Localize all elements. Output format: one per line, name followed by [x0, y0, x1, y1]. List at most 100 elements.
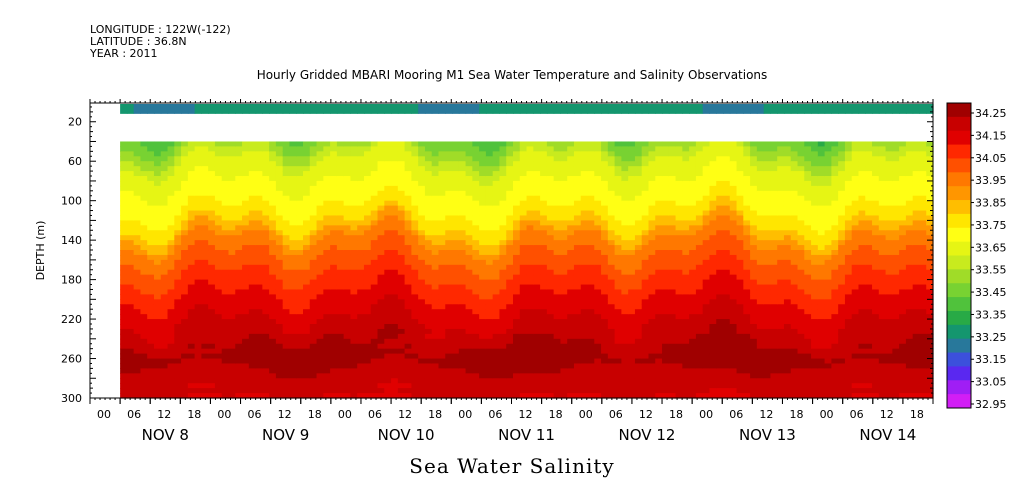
heatmap-cell [445, 284, 453, 291]
heatmap-cell [323, 225, 331, 231]
heatmap-cell [479, 279, 487, 286]
heatmap-cell [594, 151, 602, 157]
heatmap-cell [560, 264, 568, 271]
heatmap-cell [736, 235, 744, 241]
heatmap-cell [513, 299, 521, 305]
heatmap-cell [235, 299, 243, 305]
heatmap-cell [526, 190, 534, 197]
heatmap-cell [689, 348, 697, 355]
heatmap-cell [438, 215, 446, 221]
heatmap-cell [255, 343, 263, 350]
heatmap-cell [641, 220, 650, 226]
heatmap-cell [275, 383, 284, 389]
heatmap-cell [147, 171, 155, 177]
heatmap-cell [499, 269, 507, 276]
heatmap-cell [384, 368, 392, 374]
heatmap-cell [655, 141, 663, 148]
heatmap-cell [682, 156, 690, 162]
heatmap-cell [655, 161, 663, 167]
heatmap-cell [472, 161, 480, 167]
heatmap-cell [709, 151, 717, 157]
surface-cell [235, 103, 243, 114]
heatmap-cell [397, 269, 406, 276]
heatmap-cell [316, 171, 324, 177]
heatmap-cell [377, 333, 385, 340]
heatmap-cell [546, 324, 555, 330]
heatmap-cell [370, 205, 379, 212]
heatmap-cell [391, 368, 399, 374]
heatmap-cell [695, 333, 704, 340]
heatmap-cell [702, 146, 711, 152]
heatmap-cell [452, 388, 460, 394]
heatmap-cell [655, 284, 663, 291]
heatmap-cell [499, 393, 507, 399]
heatmap-cell [370, 156, 379, 162]
heatmap-cell [214, 294, 223, 300]
heatmap-cell [628, 259, 636, 266]
heatmap-cell [120, 200, 128, 207]
surface-cell [607, 103, 616, 114]
heatmap-cell [513, 383, 521, 389]
heatmap-cell [289, 171, 297, 177]
heatmap-cell [316, 333, 324, 340]
heatmap-cell [201, 378, 209, 384]
heatmap-cell [167, 279, 175, 286]
surface-cell [357, 103, 365, 114]
heatmap-cell [458, 146, 467, 152]
heatmap-cell [126, 333, 135, 340]
heatmap-cell [120, 151, 128, 157]
heatmap-cell [655, 220, 663, 226]
heatmap-cell [438, 324, 446, 330]
heatmap-cell [350, 328, 358, 335]
heatmap-cell [533, 299, 541, 305]
heatmap-cell [120, 314, 128, 320]
heatmap-cell [289, 195, 297, 202]
heatmap-cell [167, 338, 175, 345]
heatmap-cell [567, 195, 575, 202]
heatmap-cell [424, 166, 433, 172]
heatmap-cell [242, 393, 250, 399]
heatmap-cell [194, 319, 202, 325]
surface-cell [282, 103, 291, 114]
heatmap-cell [357, 304, 365, 310]
heatmap-cell [662, 166, 670, 172]
heatmap-cell [438, 210, 446, 217]
heatmap-cell [607, 235, 616, 241]
heatmap-cell [519, 195, 528, 202]
heatmap-cell [729, 200, 738, 207]
surface-cell [289, 103, 297, 114]
heatmap-cell [289, 259, 297, 266]
heatmap-cell [391, 319, 399, 325]
surface-cell [275, 103, 284, 114]
heatmap-cell [147, 141, 155, 148]
heatmap-cell [695, 200, 704, 207]
heatmap-cell [370, 220, 379, 226]
heatmap-cell [431, 259, 440, 266]
heatmap-cell [621, 284, 629, 291]
heatmap-cell [404, 328, 412, 335]
heatmap-cell [357, 205, 365, 212]
heatmap-cell [601, 190, 609, 197]
heatmap-cell [648, 328, 656, 335]
heatmap-cell [208, 215, 216, 221]
heatmap-cell [709, 358, 717, 365]
heatmap-cell [323, 269, 331, 276]
heatmap-cell [208, 383, 216, 389]
heatmap-cell [553, 141, 562, 148]
heatmap-cell [621, 235, 629, 241]
surface-cell [221, 103, 230, 114]
heatmap-cell [411, 373, 419, 379]
heatmap-cell [533, 388, 541, 394]
heatmap-cell [418, 200, 426, 207]
heatmap-cell [316, 254, 324, 261]
heatmap-cell [228, 309, 236, 315]
heatmap-cell [621, 393, 629, 399]
heatmap-cell [513, 319, 521, 325]
heatmap-cell [255, 378, 263, 384]
heatmap-cell [418, 353, 426, 360]
heatmap-cell [181, 264, 189, 271]
heatmap-cell [174, 378, 182, 384]
heatmap-cell [316, 185, 324, 192]
heatmap-cell [458, 166, 467, 172]
heatmap-cell [634, 200, 643, 207]
